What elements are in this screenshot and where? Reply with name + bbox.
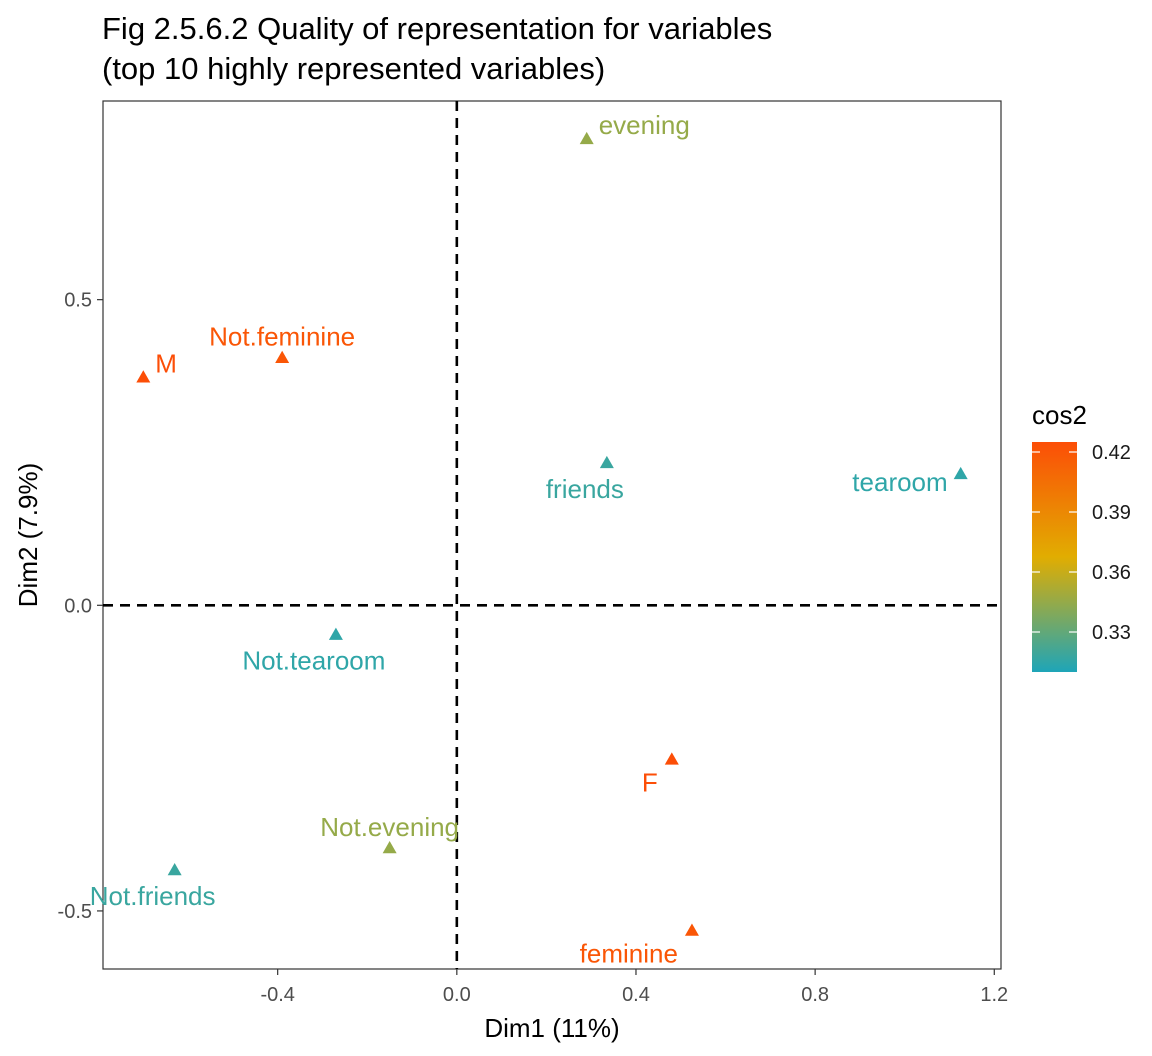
y-tick-label: 0.0 (64, 595, 92, 617)
x-axis: -0.4 0.0 0.4 0.8 1.2 (260, 969, 1008, 1006)
x-tick-label: 1.2 (980, 984, 1008, 1006)
point-label: Not.friends (90, 881, 216, 911)
point-label: feminine (580, 938, 678, 968)
point-marker (664, 752, 679, 765)
point-label: F (642, 767, 658, 797)
x-tick-label: -0.4 (260, 984, 294, 1006)
x-tick-label: 0.8 (801, 984, 829, 1006)
point-marker (579, 131, 594, 145)
x-tick-label: 0.4 (622, 984, 650, 1006)
points-layer (136, 131, 968, 936)
point-marker (953, 466, 968, 480)
legend-break-label: 0.39 (1092, 502, 1131, 524)
reference-lines (103, 101, 1001, 969)
chart-subtitle: (top 10 highly represented variables) (102, 51, 605, 86)
legend-colorbar (1032, 442, 1077, 672)
legend-break-label: 0.33 (1092, 622, 1131, 644)
y-tick-label: -0.5 (58, 901, 92, 923)
point-marker (599, 455, 614, 469)
point-marker (136, 370, 151, 383)
y-tick-label: 0.5 (64, 290, 92, 312)
point-label: tearoom (852, 467, 947, 497)
x-axis-title: Dim1 (11%) (484, 1013, 619, 1043)
point-marker (684, 923, 699, 936)
legend-title: cos2 (1032, 400, 1087, 430)
legend-break-label: 0.36 (1092, 562, 1131, 584)
point-marker (275, 350, 290, 363)
point-label: M (155, 348, 177, 378)
plot-panel (102, 100, 1002, 970)
y-axis: -0.5 0.0 0.5 (58, 290, 103, 923)
point-labels-layer: evening M Not.feminine friends tearoom Not.te… (90, 110, 948, 969)
point-marker (167, 862, 182, 876)
point-marker (382, 840, 397, 854)
legend-ticks: 0.42 0.39 0.36 0.33 (1032, 442, 1131, 644)
y-axis-title: Dim2 (7.9%) (13, 463, 43, 607)
point-label: Not.feminine (209, 322, 355, 352)
point-label: friends (546, 474, 624, 504)
legend: cos2 0.42 0.39 0.36 0.33 (1032, 400, 1131, 672)
chart-title: Fig 2.5.6.2 Quality of representation fo… (102, 11, 772, 46)
x-tick-label: 0.0 (443, 984, 471, 1006)
point-marker (328, 627, 343, 640)
legend-break-label: 0.42 (1092, 442, 1131, 464)
point-label: Not.evening (320, 812, 459, 842)
point-label: Not.tearoom (242, 646, 385, 676)
point-label: evening (599, 110, 690, 140)
